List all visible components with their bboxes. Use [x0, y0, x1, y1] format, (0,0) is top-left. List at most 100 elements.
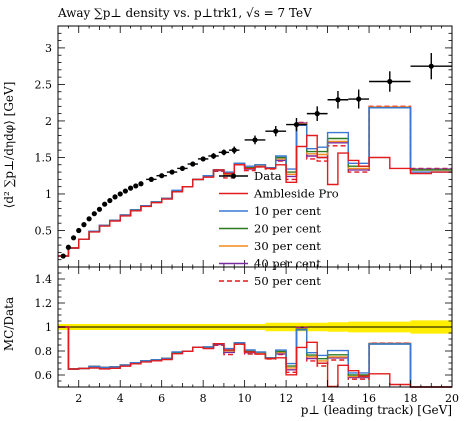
data-point: [197, 156, 209, 162]
ratio-y-tick-label: 1.4: [35, 273, 53, 286]
data-marker: [138, 181, 144, 187]
legend: Data Ambleside Pro 10 per cent 20 per cent 3…: [219, 169, 339, 288]
data-marker: [273, 128, 279, 134]
data-marker: [387, 78, 393, 85]
x-tick-label: 14: [321, 392, 335, 405]
y-tick-label: 1.5: [35, 151, 53, 164]
ratio-y-tick-label: 0.8: [35, 345, 53, 358]
ratio-curve-ambleside-pro: [58, 326, 452, 388]
x-tick-label: 20: [445, 392, 459, 405]
data-point: [369, 71, 411, 92]
data-point: [286, 118, 307, 132]
data-point: [76, 227, 82, 234]
y-tick-label: 2: [45, 115, 52, 128]
data-point: [156, 173, 167, 179]
x-tick-label: 8: [200, 392, 207, 405]
y-tick-label: 2.5: [35, 78, 53, 91]
data-point: [117, 191, 123, 197]
data-point: [96, 206, 103, 212]
legend-label-data: Data: [254, 169, 282, 183]
y-tick-label: 3: [45, 42, 52, 55]
data-point: [410, 53, 452, 80]
data-marker: [293, 121, 300, 128]
ratio-y-axis-label: MC/Data: [2, 297, 16, 351]
data-marker: [428, 63, 434, 69]
x-tick-label: 10: [238, 392, 252, 405]
data-point: [122, 188, 128, 194]
legend-label-10-per-cent: 10 per cent: [254, 204, 321, 218]
ratio-y-tick-label: 1.2: [35, 297, 53, 310]
data-marker: [122, 188, 128, 194]
data-marker: [76, 227, 82, 234]
chart-title: Away ∑p⊥ density vs. p⊥trk1, √s = 7 TeV: [57, 6, 312, 20]
data-marker: [65, 244, 71, 250]
data-point: [138, 181, 144, 187]
data-marker: [221, 149, 227, 155]
mc-curve-ambleside-pro: [58, 134, 452, 257]
data-marker: [117, 191, 123, 197]
data-marker: [200, 156, 206, 162]
data-point: [187, 161, 198, 167]
data-marker: [86, 216, 92, 222]
data-point: [70, 235, 77, 241]
x-tick-label: 16: [362, 392, 376, 405]
data-marker: [159, 173, 165, 179]
data-point: [306, 106, 328, 121]
data-marker: [127, 185, 134, 191]
data-marker: [133, 183, 139, 189]
data-point: [265, 126, 287, 137]
ratio-curve-10-per-cent: [58, 326, 452, 388]
data-marker: [314, 111, 320, 117]
data-point: [65, 244, 71, 250]
data-point: [146, 176, 157, 182]
data-point: [112, 194, 118, 200]
data-point: [60, 253, 66, 259]
data-point: [218, 149, 230, 156]
legend-label-40-per-cent: 40 per cent: [254, 257, 321, 271]
y-tick-label: 0.5: [35, 224, 53, 237]
legend-label-20-per-cent: 20 per cent: [254, 222, 321, 236]
data-marker: [210, 153, 217, 159]
ratio-curve-40-per-cent: [58, 326, 452, 388]
x-tick-label: 18: [404, 392, 418, 405]
data-marker: [102, 201, 108, 207]
data-point: [127, 185, 134, 191]
data-marker: [112, 194, 118, 200]
data-marker: [91, 211, 97, 217]
data-point: [208, 153, 219, 159]
data-point: [91, 211, 97, 217]
data-marker: [60, 253, 66, 259]
ratio-y-tick-label: 1: [45, 321, 52, 334]
data-marker: [81, 222, 87, 228]
ratio-panel: 2 4 6 8 10 12 14 16 18 20 0.6 0.8 1 1.2 1.4: [35, 266, 459, 405]
main-panel: 0.5 1 1.5 2 2.5 3: [35, 25, 453, 268]
data-marker: [179, 165, 186, 172]
data-marker: [335, 97, 341, 103]
data-point: [102, 201, 108, 207]
x-tick-label: 2: [75, 392, 82, 405]
data-marker: [107, 197, 113, 204]
data-marker: [231, 147, 237, 153]
data-point: [348, 89, 370, 109]
data-point: [107, 197, 113, 204]
legend-marker-data: [230, 173, 237, 179]
data-point: [327, 90, 349, 109]
legend-label-50-per-cent: 50 per cent: [254, 274, 321, 288]
legend-label-ambleside-pro: Ambleside Pro: [253, 187, 339, 201]
legend-label-30-per-cent: 30 per cent: [254, 239, 321, 253]
y-axis-label: ⟨d² ∑p⊥/dηdφ⟩ [GeV]: [2, 82, 16, 209]
data-point: [86, 216, 92, 222]
x-axis-label: p⊥ (leading track) [GeV]: [301, 403, 452, 417]
data-marker: [252, 137, 258, 143]
data-marker: [169, 169, 175, 175]
ratio-curve-20-per-cent: [58, 326, 452, 388]
data-point: [177, 165, 188, 172]
data-marker: [148, 176, 154, 182]
data-marker: [96, 206, 103, 212]
x-tick-label: 6: [158, 392, 165, 405]
data-point: [229, 146, 240, 154]
x-tick-label: 4: [117, 392, 124, 405]
x-tick-label: 12: [279, 392, 293, 405]
data-point: [166, 169, 178, 175]
